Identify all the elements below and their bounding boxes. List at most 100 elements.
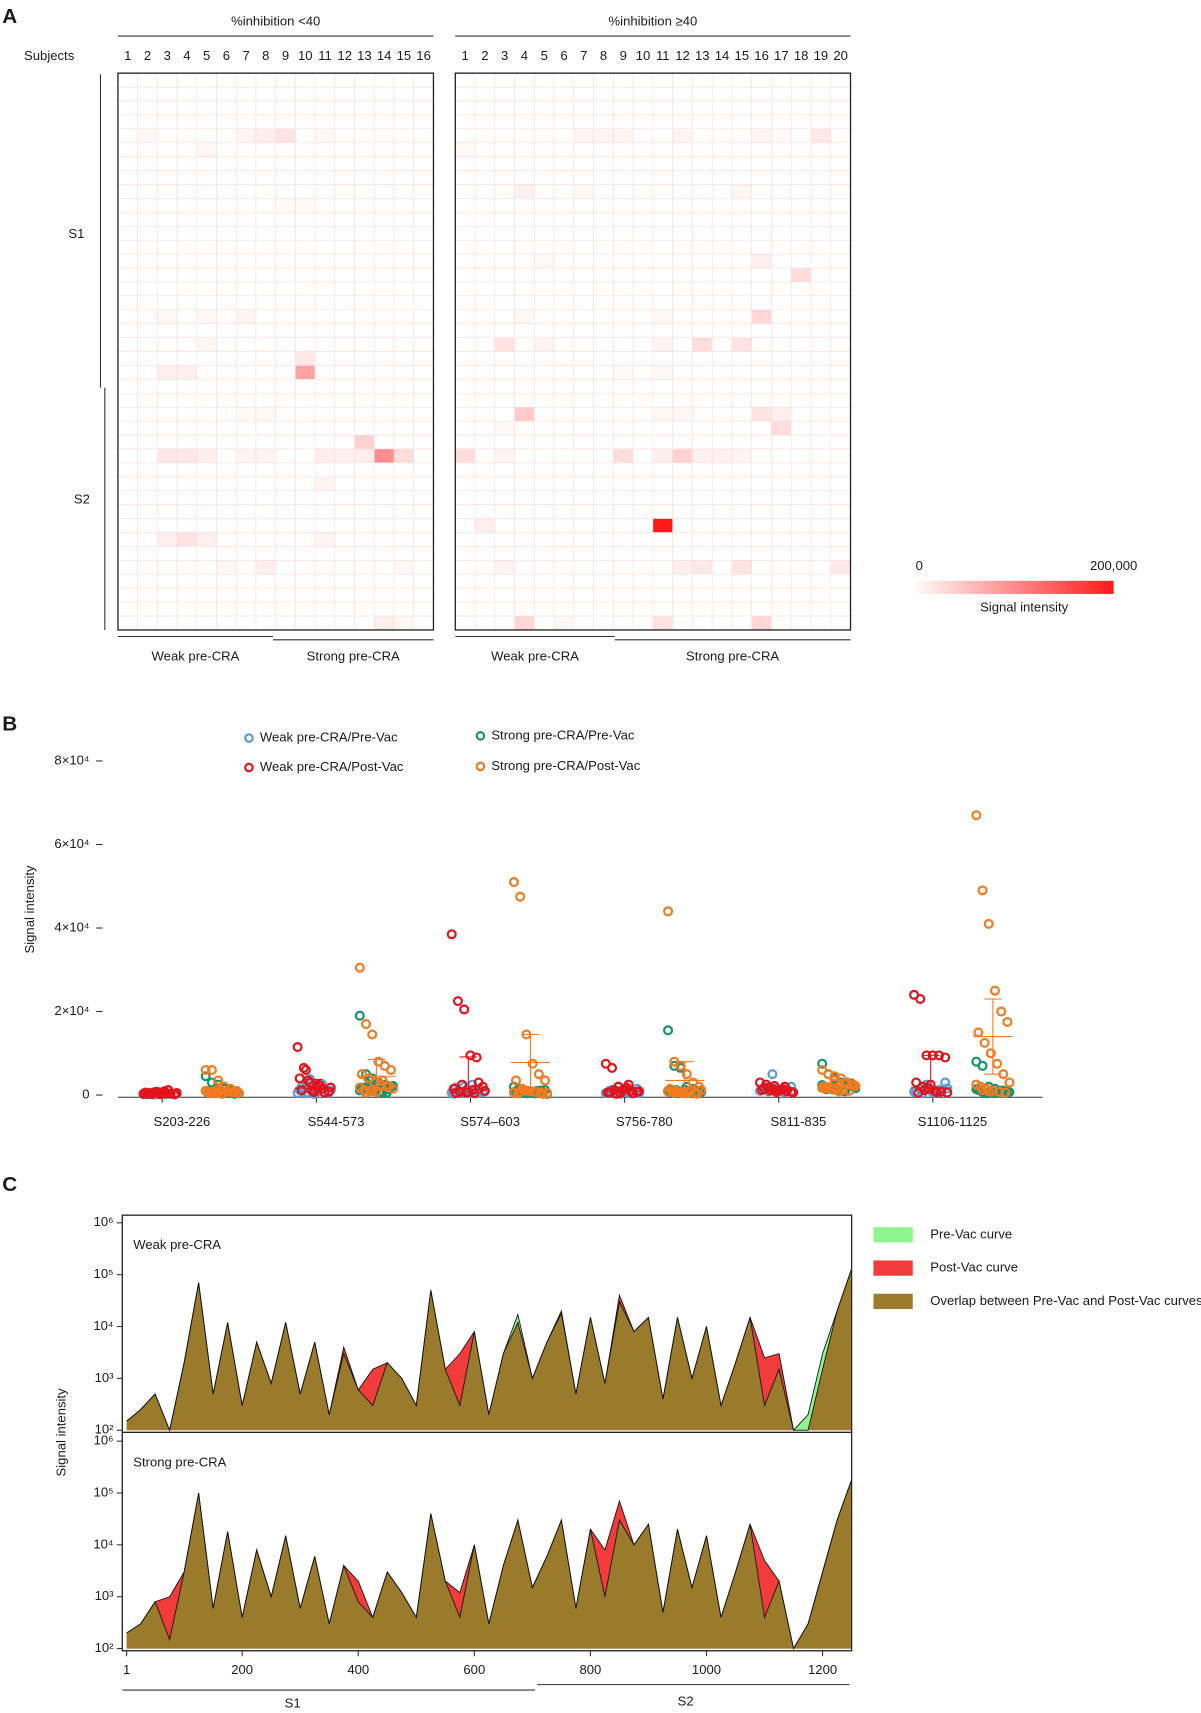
heatmap-cell bbox=[494, 267, 515, 283]
data-point bbox=[542, 1087, 553, 1098]
heatmap-cell bbox=[235, 546, 257, 561]
heatmap-cell bbox=[771, 448, 792, 464]
heatmap-cell bbox=[176, 170, 198, 185]
heatmap-cell bbox=[354, 198, 375, 213]
heatmap-cell bbox=[474, 615, 496, 631]
heatmap-cell bbox=[830, 323, 851, 338]
heatmap-cell bbox=[632, 337, 654, 352]
heatmap-cell bbox=[216, 518, 237, 533]
heatmap-cell bbox=[196, 574, 217, 589]
heatmap-cell bbox=[711, 156, 733, 171]
heatmap-cell bbox=[137, 128, 158, 144]
heatmap-cell bbox=[295, 476, 316, 492]
heatmap-cell bbox=[216, 253, 237, 269]
heatmap-cell bbox=[672, 295, 693, 311]
heatmap-cell bbox=[692, 309, 713, 324]
heatmap-cell bbox=[751, 406, 772, 422]
heatmap-cell bbox=[295, 546, 316, 561]
heatmap-cell bbox=[235, 86, 257, 102]
heatmap-cell bbox=[455, 601, 476, 617]
heatmap-cell bbox=[494, 518, 515, 533]
heatmap-cell bbox=[771, 142, 792, 157]
column-label: 15 bbox=[735, 48, 750, 63]
heatmap-cell bbox=[393, 420, 415, 436]
heatmap-cell bbox=[474, 128, 496, 144]
heatmap-cell bbox=[295, 532, 316, 547]
heatmap-cell bbox=[593, 532, 614, 547]
heatmap-cell bbox=[176, 601, 198, 617]
heatmap-cell bbox=[810, 365, 832, 380]
column-label: 2 bbox=[144, 48, 151, 63]
heatmap-cell bbox=[314, 420, 336, 436]
heatmap-cell bbox=[374, 253, 395, 269]
heatmap-cell bbox=[751, 253, 772, 269]
heatmap-cell bbox=[137, 476, 158, 492]
heatmap-cell bbox=[553, 142, 575, 157]
heatmap-cell bbox=[534, 379, 555, 394]
heatmap-cell bbox=[830, 253, 851, 269]
heatmap-cell bbox=[632, 448, 654, 464]
heatmap-cell bbox=[731, 574, 752, 589]
heatmap-cell bbox=[534, 337, 555, 352]
y-tick-label: 0 bbox=[82, 1087, 89, 1102]
heatmap-cell bbox=[810, 406, 832, 422]
heatmap-cell bbox=[255, 406, 276, 422]
heatmap-cell bbox=[830, 128, 851, 144]
heatmap-cell bbox=[176, 490, 198, 505]
heatmap-cell bbox=[711, 100, 733, 116]
heatmap-cell bbox=[295, 462, 316, 478]
heatmap-cell bbox=[455, 434, 476, 450]
heatmap-cell bbox=[137, 72, 158, 88]
heatmap-cell bbox=[314, 560, 336, 575]
heatmap-cell bbox=[413, 309, 434, 324]
data-point bbox=[817, 1082, 828, 1093]
heatmap-cell bbox=[196, 546, 217, 561]
heatmap-cell bbox=[731, 225, 752, 241]
heatmap-cell bbox=[652, 504, 673, 519]
heatmap-cell bbox=[593, 212, 614, 227]
heatmap-cell bbox=[176, 587, 198, 603]
heatmap-cell bbox=[413, 448, 434, 464]
heatmap-cell bbox=[751, 587, 772, 603]
heatmap-cell bbox=[117, 198, 138, 213]
heatmap-cell bbox=[711, 142, 733, 157]
heatmap-cell bbox=[255, 420, 276, 436]
heatmap-cell bbox=[632, 212, 654, 227]
heatmap-cell bbox=[255, 114, 276, 130]
heatmap-cell bbox=[672, 128, 693, 144]
heatmap-cell bbox=[235, 462, 257, 478]
heatmap-cell bbox=[474, 225, 496, 241]
heatmap-cell bbox=[810, 476, 832, 492]
heatmap-cell bbox=[810, 393, 832, 408]
heatmap-cell bbox=[354, 86, 375, 102]
heatmap-cell bbox=[751, 323, 772, 338]
data-point bbox=[983, 918, 994, 929]
heatmap-cell bbox=[374, 615, 395, 631]
heatmap-cell bbox=[255, 225, 276, 241]
heatmap-cell bbox=[157, 546, 178, 561]
heatmap-cell bbox=[514, 212, 535, 227]
heatmap-cell bbox=[711, 518, 733, 533]
heatmap-cell bbox=[652, 518, 673, 533]
heatmap-cell bbox=[573, 448, 594, 464]
heatmap-cell bbox=[137, 337, 158, 352]
heatmap-cell bbox=[295, 490, 316, 505]
heatmap-cell bbox=[117, 184, 138, 199]
heatmap-cell bbox=[652, 253, 673, 269]
heatmap-cell bbox=[235, 225, 257, 241]
heatmap-cell bbox=[593, 100, 614, 116]
legend-label: Post-Vac curve bbox=[930, 1260, 1018, 1275]
heatmap-cell bbox=[711, 574, 733, 589]
data-point bbox=[675, 1087, 686, 1098]
heatmap-cell bbox=[393, 490, 415, 505]
heatmap-cell bbox=[771, 295, 792, 311]
x-tick-label: S756-780 bbox=[616, 1114, 673, 1129]
heatmap-cell bbox=[275, 365, 296, 380]
heatmap-cell bbox=[672, 365, 693, 380]
heatmap-cell bbox=[334, 295, 355, 311]
heatmap-cell bbox=[751, 365, 772, 380]
heatmap-cell bbox=[255, 128, 276, 144]
heatmap-cell bbox=[157, 337, 178, 352]
heatmap-cell bbox=[255, 239, 276, 255]
data-point bbox=[663, 1086, 674, 1097]
